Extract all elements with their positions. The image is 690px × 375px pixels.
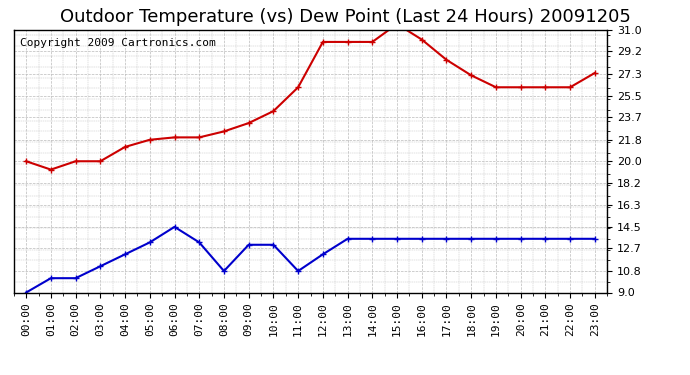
Text: Outdoor Temperature (vs) Dew Point (Last 24 Hours) 20091205: Outdoor Temperature (vs) Dew Point (Last… bbox=[59, 8, 631, 26]
Text: Copyright 2009 Cartronics.com: Copyright 2009 Cartronics.com bbox=[20, 38, 215, 48]
